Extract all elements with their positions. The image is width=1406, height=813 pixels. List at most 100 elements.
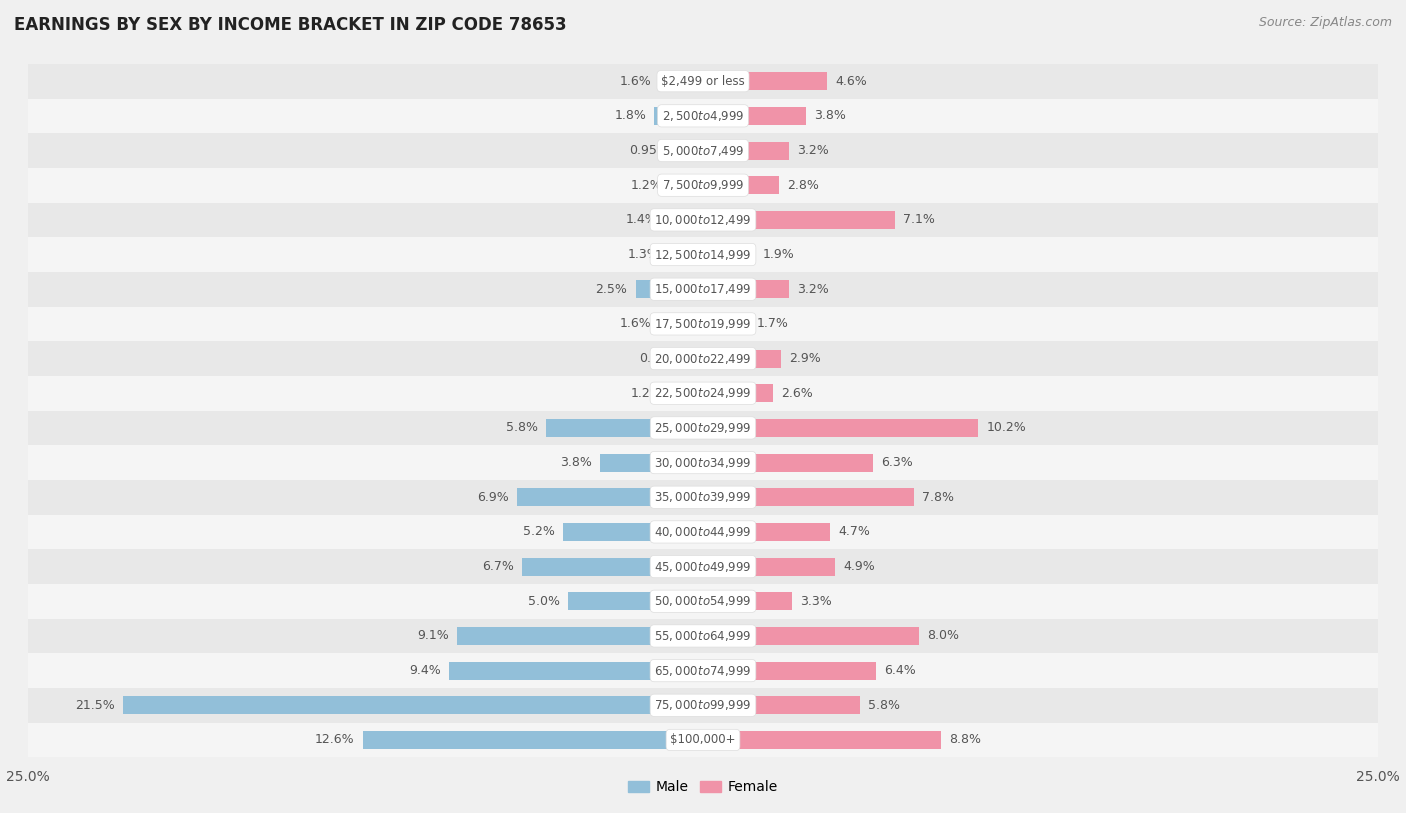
Text: 6.7%: 6.7% xyxy=(482,560,515,573)
Bar xyxy=(671,176,703,194)
Bar xyxy=(28,411,1378,446)
Bar xyxy=(703,350,782,367)
Bar xyxy=(703,489,914,506)
Bar xyxy=(703,176,779,194)
Text: $2,500 to $4,999: $2,500 to $4,999 xyxy=(662,109,744,123)
Bar xyxy=(450,662,703,680)
Bar xyxy=(659,72,703,90)
Bar xyxy=(703,558,835,576)
Bar xyxy=(671,385,703,402)
Text: $40,000 to $44,999: $40,000 to $44,999 xyxy=(654,525,752,539)
Bar xyxy=(703,627,920,645)
Bar xyxy=(600,454,703,472)
Text: 10.2%: 10.2% xyxy=(987,421,1026,434)
Text: $15,000 to $17,499: $15,000 to $17,499 xyxy=(654,282,752,296)
Bar xyxy=(28,64,1378,98)
Bar xyxy=(654,107,703,125)
Text: 7.8%: 7.8% xyxy=(922,491,953,504)
Text: 12.6%: 12.6% xyxy=(315,733,354,746)
Bar xyxy=(688,350,703,367)
Text: $20,000 to $22,499: $20,000 to $22,499 xyxy=(654,351,752,366)
Bar xyxy=(28,584,1378,619)
Bar xyxy=(122,696,703,715)
Bar xyxy=(668,246,703,263)
Text: 3.8%: 3.8% xyxy=(814,110,845,122)
Text: 2.5%: 2.5% xyxy=(596,283,627,296)
Bar xyxy=(703,141,789,159)
Text: $22,500 to $24,999: $22,500 to $24,999 xyxy=(654,386,752,400)
Bar xyxy=(568,592,703,611)
Text: 3.2%: 3.2% xyxy=(797,144,830,157)
Text: 1.9%: 1.9% xyxy=(762,248,794,261)
Text: 5.8%: 5.8% xyxy=(506,421,538,434)
Text: $75,000 to $99,999: $75,000 to $99,999 xyxy=(654,698,752,712)
Text: 1.2%: 1.2% xyxy=(631,387,662,400)
Text: 1.6%: 1.6% xyxy=(620,75,652,88)
Bar xyxy=(703,107,806,125)
Bar xyxy=(678,141,703,159)
Bar xyxy=(28,133,1378,167)
Text: $65,000 to $74,999: $65,000 to $74,999 xyxy=(654,663,752,677)
Bar xyxy=(28,376,1378,411)
Bar xyxy=(703,662,876,680)
Bar xyxy=(703,731,941,749)
Text: $12,500 to $14,999: $12,500 to $14,999 xyxy=(654,247,752,262)
Bar xyxy=(665,211,703,229)
Bar xyxy=(547,419,703,437)
Text: 2.6%: 2.6% xyxy=(782,387,813,400)
Bar xyxy=(703,315,749,333)
Bar xyxy=(703,454,873,472)
Text: 3.2%: 3.2% xyxy=(797,283,830,296)
Bar xyxy=(703,592,792,611)
Text: $50,000 to $54,999: $50,000 to $54,999 xyxy=(654,594,752,608)
Text: 5.0%: 5.0% xyxy=(527,595,560,608)
Text: 1.7%: 1.7% xyxy=(756,317,789,330)
Text: 1.8%: 1.8% xyxy=(614,110,647,122)
Text: 6.4%: 6.4% xyxy=(884,664,915,677)
Text: $17,500 to $19,999: $17,500 to $19,999 xyxy=(654,317,752,331)
Text: 7.1%: 7.1% xyxy=(903,213,935,226)
Text: Source: ZipAtlas.com: Source: ZipAtlas.com xyxy=(1258,16,1392,29)
Bar xyxy=(703,385,773,402)
Bar xyxy=(703,72,827,90)
Text: 2.9%: 2.9% xyxy=(789,352,821,365)
Bar xyxy=(659,315,703,333)
Bar xyxy=(522,558,703,576)
Text: $100,000+: $100,000+ xyxy=(671,733,735,746)
Text: 5.2%: 5.2% xyxy=(523,525,554,538)
Text: 21.5%: 21.5% xyxy=(75,699,114,711)
Bar xyxy=(703,246,754,263)
Text: 1.4%: 1.4% xyxy=(626,213,657,226)
Text: 8.8%: 8.8% xyxy=(949,733,980,746)
Bar xyxy=(28,619,1378,654)
Text: 9.1%: 9.1% xyxy=(418,629,450,642)
Text: 1.3%: 1.3% xyxy=(628,248,659,261)
Bar xyxy=(517,489,703,506)
Bar xyxy=(703,280,789,298)
Legend: Male, Female: Male, Female xyxy=(623,775,783,800)
Bar xyxy=(28,654,1378,688)
Text: 6.9%: 6.9% xyxy=(477,491,509,504)
Text: 2.8%: 2.8% xyxy=(787,179,818,192)
Bar xyxy=(562,523,703,541)
Text: 8.0%: 8.0% xyxy=(927,629,959,642)
Text: $7,500 to $9,999: $7,500 to $9,999 xyxy=(662,178,744,192)
Bar xyxy=(636,280,703,298)
Text: $25,000 to $29,999: $25,000 to $29,999 xyxy=(654,421,752,435)
Bar xyxy=(28,98,1378,133)
Bar xyxy=(703,696,859,715)
Bar xyxy=(28,272,1378,307)
Text: EARNINGS BY SEX BY INCOME BRACKET IN ZIP CODE 78653: EARNINGS BY SEX BY INCOME BRACKET IN ZIP… xyxy=(14,16,567,34)
Text: 0.95%: 0.95% xyxy=(630,144,669,157)
Bar xyxy=(28,341,1378,376)
Text: $35,000 to $39,999: $35,000 to $39,999 xyxy=(654,490,752,504)
Text: 9.4%: 9.4% xyxy=(409,664,441,677)
Text: 6.3%: 6.3% xyxy=(882,456,912,469)
Text: 1.2%: 1.2% xyxy=(631,179,662,192)
Text: 4.7%: 4.7% xyxy=(838,525,870,538)
Bar xyxy=(28,480,1378,515)
Bar xyxy=(28,723,1378,757)
Text: 0.58%: 0.58% xyxy=(640,352,679,365)
Bar xyxy=(28,237,1378,272)
Bar xyxy=(457,627,703,645)
